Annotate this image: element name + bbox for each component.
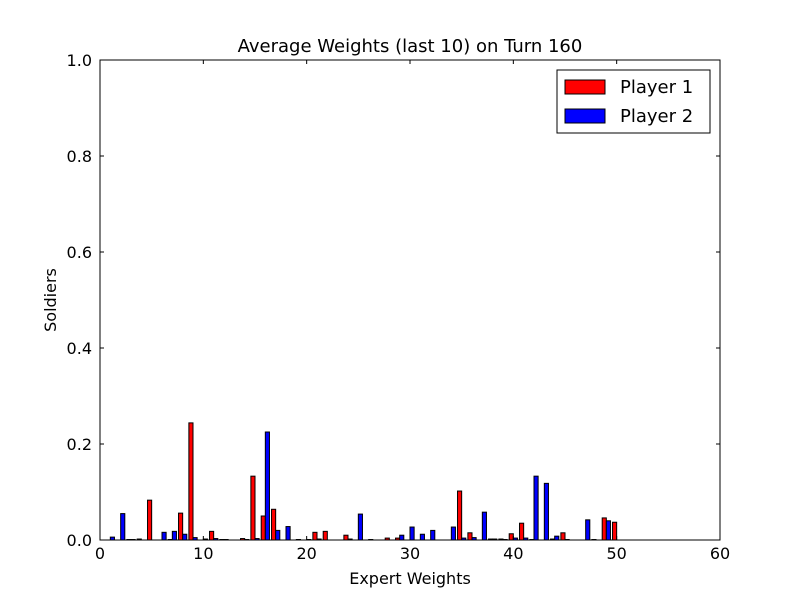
x-tick-label: 0 <box>95 544 105 563</box>
x-axis-label: Expert Weights <box>349 569 471 588</box>
bar-player2-37 <box>481 511 487 541</box>
y-axis-label: Soldiers <box>41 268 60 332</box>
bar-player2-30 <box>409 526 415 541</box>
bar-player2-18 <box>285 526 291 541</box>
bar-player2-8 <box>182 533 188 541</box>
bar-player2-32 <box>430 529 436 541</box>
legend-label-2: Player 2 <box>620 106 693 127</box>
bar-player1-9 <box>188 422 194 541</box>
legend-swatch-1 <box>564 79 606 95</box>
bar-player2-43 <box>543 482 549 541</box>
x-tick-label: 10 <box>193 544 213 563</box>
bar-player2-34 <box>450 526 456 541</box>
bar-player2-6 <box>161 531 167 541</box>
x-tick-label: 30 <box>400 544 420 563</box>
bar-player2-29 <box>399 534 405 541</box>
ticks-layer: 0 10 20 30 40 50 60 0.0 0.2 0.4 0.6 0.8 1.0 <box>67 51 731 563</box>
bar-player1-11 <box>209 530 215 541</box>
x-tick-label: 60 <box>710 544 730 563</box>
x-tick-label: 20 <box>296 544 316 563</box>
bar-player1-35 <box>457 490 463 541</box>
bar-player1-15 <box>250 475 256 541</box>
bar-player2-17 <box>275 529 281 541</box>
bar-player1-40 <box>508 533 514 541</box>
legend-swatch-2 <box>564 108 606 124</box>
bar-player1-49 <box>601 517 607 541</box>
y-tick-label: 1.0 <box>67 51 92 70</box>
bar-player1-5 <box>147 499 153 541</box>
y-tick-label: 0.2 <box>67 435 92 454</box>
bar-player1-45 <box>560 532 566 541</box>
bar-player1-17 <box>271 508 277 541</box>
legend-label-1: Player 1 <box>620 77 693 98</box>
bar-player1-21 <box>312 531 318 541</box>
y-tick-label: 0.6 <box>67 243 92 262</box>
bar-player1-36 <box>467 532 473 541</box>
x-tick-label: 40 <box>503 544 523 563</box>
y-tick-label: 0.4 <box>67 339 92 358</box>
bar-player1-41 <box>519 522 525 541</box>
bar-player2-25 <box>357 513 363 541</box>
legend: Player 1 Player 2 <box>556 69 711 134</box>
bar-player1-16 <box>260 515 266 541</box>
bar-player2-31 <box>419 533 425 541</box>
bar-player2-44 <box>554 535 560 541</box>
bar-player2-2 <box>120 513 126 541</box>
bar-player2-49 <box>605 520 611 541</box>
bar-player1-24 <box>343 534 349 541</box>
bar-player2-47 <box>585 519 591 541</box>
chart-title: Average Weights (last 10) on Turn 160 <box>238 36 583 57</box>
bar-player1-8 <box>178 512 184 541</box>
bar-player1-50 <box>612 521 618 541</box>
bar-player2-7 <box>171 530 177 541</box>
x-tick-label: 50 <box>606 544 626 563</box>
bar-player1-22 <box>322 530 328 541</box>
y-tick-label: 0.8 <box>67 147 92 166</box>
y-tick-label: 0.0 <box>67 531 92 550</box>
bar-player2-16 <box>264 431 270 541</box>
bar-player2-42 <box>533 475 539 541</box>
